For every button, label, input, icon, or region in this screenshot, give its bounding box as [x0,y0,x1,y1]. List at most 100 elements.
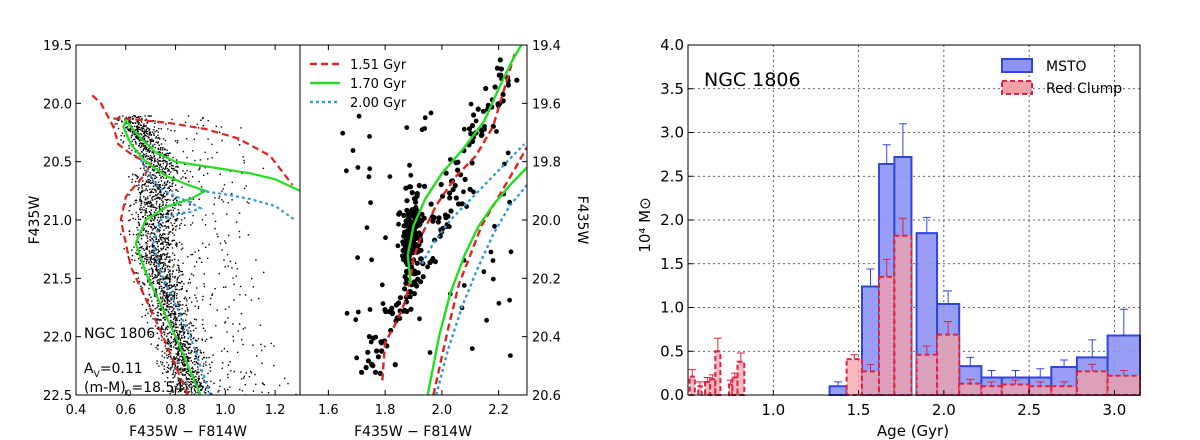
star-point [153,133,155,135]
star-point [155,241,157,243]
star-point [181,353,183,355]
star-point [188,346,191,348]
star-point [178,353,180,355]
star-point [146,279,149,281]
star-point [148,223,151,225]
star-point [211,157,213,159]
red-clump-bar [958,382,983,396]
star-point [133,132,135,134]
star-point [148,132,151,134]
star-point [160,309,162,312]
star-point [200,385,202,387]
star-point [177,365,179,368]
star-point [129,233,131,236]
star-point [247,234,250,236]
star-point [143,125,145,127]
star-point [141,191,143,193]
star-point [154,268,157,271]
star-point [186,307,188,309]
star-point [146,245,148,247]
star-point [172,290,174,293]
star-point [158,160,160,162]
star-point [154,177,156,180]
star-point [205,338,208,340]
star-point [152,144,154,146]
star-point [159,191,161,193]
star-point [182,150,185,153]
star-point [196,381,198,384]
star-point [128,230,131,232]
star-point [144,115,146,117]
star-point [162,194,165,197]
star-point [400,239,406,245]
star-point [184,374,187,376]
star-point [189,398,190,399]
star-point [140,285,142,288]
red-clump-bar [845,358,863,396]
star-point [145,208,147,210]
star-point [165,285,167,287]
star-point [409,190,415,196]
star-point [194,398,195,399]
star-point [141,137,143,139]
star-point [182,370,185,372]
star-point [163,286,166,289]
star-point [411,291,417,297]
star-point [148,174,150,176]
star-point [166,181,169,183]
star-point [153,262,155,264]
star-point [167,220,169,223]
star-point [155,129,158,132]
star-point [171,322,173,324]
star-point [197,338,200,340]
red-clump-bar [915,353,939,396]
star-point [496,300,502,306]
star-point [199,166,201,168]
star-point [136,226,138,229]
star-point [263,271,265,274]
star-point [156,242,158,245]
star-point [155,269,158,271]
star-point [143,195,145,198]
star-point [158,196,160,199]
star-point [175,242,177,244]
star-point [143,154,146,156]
star-point [189,282,191,284]
star-point [202,323,204,326]
star-point [181,186,183,188]
star-point [159,229,161,231]
star-point [156,314,158,317]
star-point [167,225,170,228]
star-point [214,220,217,223]
star-point [173,234,176,236]
star-point [172,270,174,273]
star-point [188,374,190,376]
star-point [407,289,413,295]
star-point [195,361,197,363]
x-tick-label: 3.0 [1102,401,1126,419]
star-point [181,331,183,333]
star-point [344,310,350,316]
star-point [186,357,189,359]
star-point [185,304,187,306]
star-point [164,308,167,311]
star-point [139,199,141,201]
star-point [144,174,147,176]
star-point [411,196,417,202]
star-point [158,167,161,169]
star-point [179,275,181,277]
star-point [145,241,147,244]
star-point [152,282,155,284]
star-point [170,346,172,348]
star-point [182,363,184,365]
legend-label: 1.70 Gyr [350,77,407,92]
star-point [165,253,167,256]
star-point [159,165,161,167]
star-point [139,129,141,131]
star-point [196,398,197,399]
star-point [142,248,144,250]
star-point [171,273,173,275]
star-point [190,397,191,398]
star-point [169,256,171,258]
star-point [174,339,177,341]
